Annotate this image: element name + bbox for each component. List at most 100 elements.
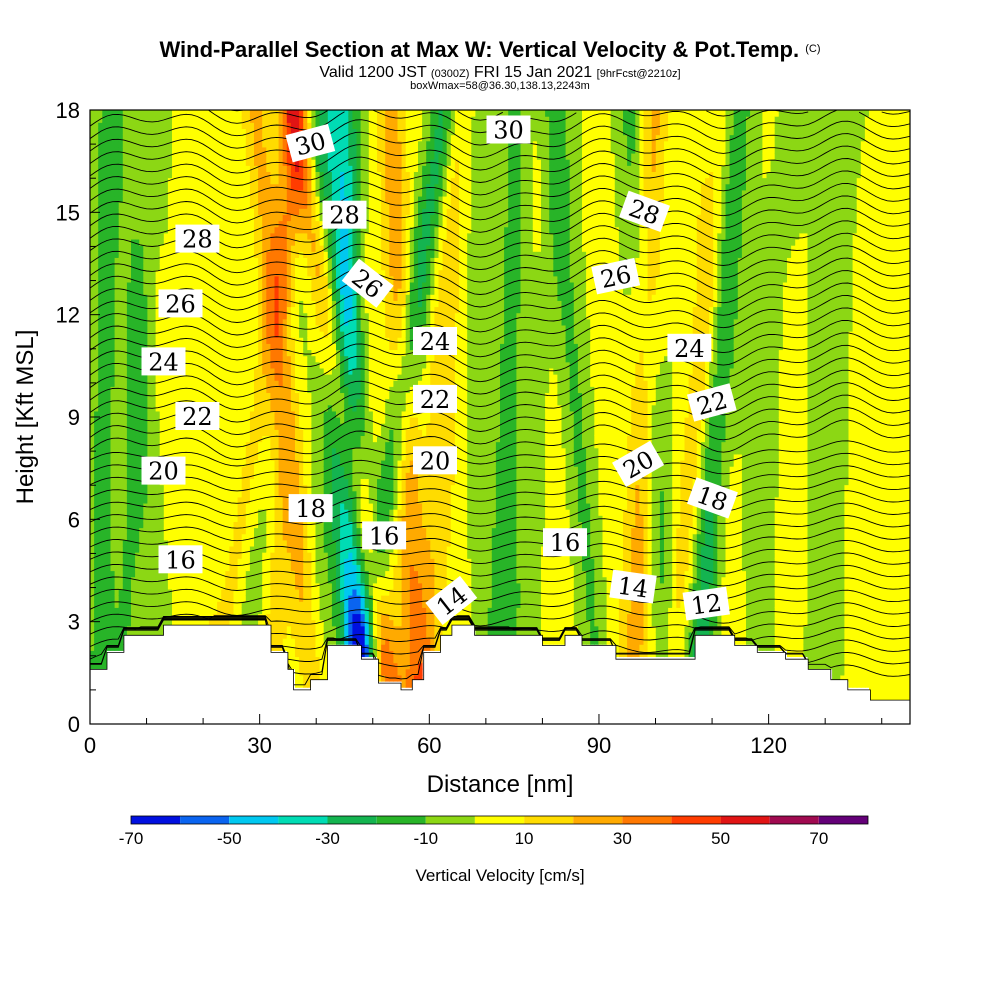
heatmap-cell <box>106 607 112 615</box>
heatmap-cell <box>290 208 296 215</box>
heatmap-cell <box>159 146 165 154</box>
heatmap-cell <box>290 404 296 412</box>
heatmap-cell <box>159 134 165 142</box>
heatmap-cell <box>295 232 300 240</box>
heatmap-cell <box>229 410 235 418</box>
heatmap-cell <box>118 122 124 130</box>
heatmap-cell <box>249 122 255 130</box>
heatmap-cell <box>290 324 296 332</box>
heatmap-cell <box>274 459 280 467</box>
heatmap-cell <box>307 656 312 664</box>
heatmap-cell <box>147 324 153 332</box>
heatmap-cell <box>307 122 312 130</box>
heatmap-cell <box>213 490 218 498</box>
heatmap-cell <box>118 638 124 645</box>
heatmap-cell <box>295 435 300 443</box>
heatmap-cell <box>311 281 317 289</box>
heatmap-cell <box>266 588 271 596</box>
heatmap-cell <box>90 484 95 492</box>
heatmap-cell <box>299 453 304 461</box>
heatmap-cell <box>278 459 284 467</box>
heatmap-cell <box>122 208 128 215</box>
heatmap-cell <box>94 324 99 332</box>
heatmap-cell <box>98 134 103 142</box>
heatmap-cell <box>110 490 116 498</box>
heatmap-cell <box>266 392 271 400</box>
heatmap-cell <box>118 281 124 289</box>
heatmap-cell <box>241 441 247 449</box>
heatmap-cell <box>94 656 99 664</box>
heatmap-cell <box>155 558 161 565</box>
heatmap-cell <box>118 300 124 308</box>
heatmap-cell <box>303 404 308 412</box>
heatmap-cell <box>151 281 157 289</box>
heatmap-cell <box>192 343 198 351</box>
heatmap-cell <box>131 502 136 510</box>
heatmap-cell <box>237 490 243 498</box>
heatmap-cell <box>94 410 99 418</box>
heatmap-cell <box>278 404 284 412</box>
heatmap-cell <box>307 159 312 166</box>
heatmap-cell <box>94 152 99 160</box>
heatmap-cell <box>172 490 177 498</box>
heatmap-cell <box>155 116 161 123</box>
heatmap-cell <box>159 496 165 504</box>
heatmap-cell <box>278 116 284 123</box>
heatmap-cell <box>221 478 226 486</box>
heatmap-cell <box>278 619 284 627</box>
heatmap-cell <box>139 110 144 117</box>
heatmap-cell <box>151 331 157 338</box>
heatmap-cell <box>143 515 148 522</box>
heatmap-cell <box>213 527 218 535</box>
heatmap-cell <box>167 171 173 179</box>
heatmap-cell <box>126 232 132 240</box>
heatmap-cell <box>315 533 321 541</box>
heatmap-cell <box>274 601 280 608</box>
heatmap-cell <box>204 374 210 381</box>
heatmap-cell <box>180 269 185 277</box>
heatmap-cell <box>266 576 271 584</box>
heatmap-cell <box>184 582 189 590</box>
heatmap-cell <box>131 294 136 301</box>
heatmap-cell <box>98 539 103 547</box>
heatmap-cell <box>241 361 247 369</box>
heatmap-cell <box>188 607 194 615</box>
heatmap-cell <box>180 502 185 510</box>
heatmap-cell <box>233 195 239 203</box>
heatmap-cell <box>118 472 124 479</box>
heatmap-cell <box>184 447 189 455</box>
heatmap-cell <box>217 281 222 289</box>
heatmap-cell <box>98 484 103 492</box>
heatmap-cell <box>102 423 107 430</box>
heatmap-cell <box>110 435 116 443</box>
heatmap-cell <box>258 245 263 252</box>
heatmap-cell <box>135 294 140 301</box>
heatmap-cell <box>131 140 136 148</box>
heatmap-cell <box>299 220 304 228</box>
heatmap-cell <box>278 232 284 240</box>
heatmap-cell <box>176 318 181 326</box>
heatmap-cell <box>167 515 173 522</box>
heatmap-cell <box>139 570 144 578</box>
heatmap-cell <box>139 588 144 596</box>
heatmap-cell <box>319 380 325 387</box>
heatmap-cell <box>270 324 276 332</box>
heatmap-cell <box>139 410 144 418</box>
heatmap-cell <box>114 189 120 197</box>
heatmap-cell <box>225 171 230 179</box>
heatmap-cell <box>311 441 317 449</box>
heatmap-cell <box>262 281 267 289</box>
heatmap-cell <box>110 459 116 467</box>
heatmap-cell <box>110 312 116 320</box>
heatmap-cell <box>221 466 226 473</box>
heatmap-cell <box>163 417 169 424</box>
heatmap-cell <box>307 324 312 332</box>
heatmap-cell <box>98 619 103 627</box>
heatmap-cell <box>266 214 271 222</box>
heatmap-cell <box>155 515 161 522</box>
heatmap-cell <box>290 564 296 572</box>
heatmap-cell <box>139 619 144 627</box>
heatmap-cell <box>118 374 124 381</box>
heatmap-cell <box>188 202 194 209</box>
heatmap-cell <box>290 478 296 486</box>
